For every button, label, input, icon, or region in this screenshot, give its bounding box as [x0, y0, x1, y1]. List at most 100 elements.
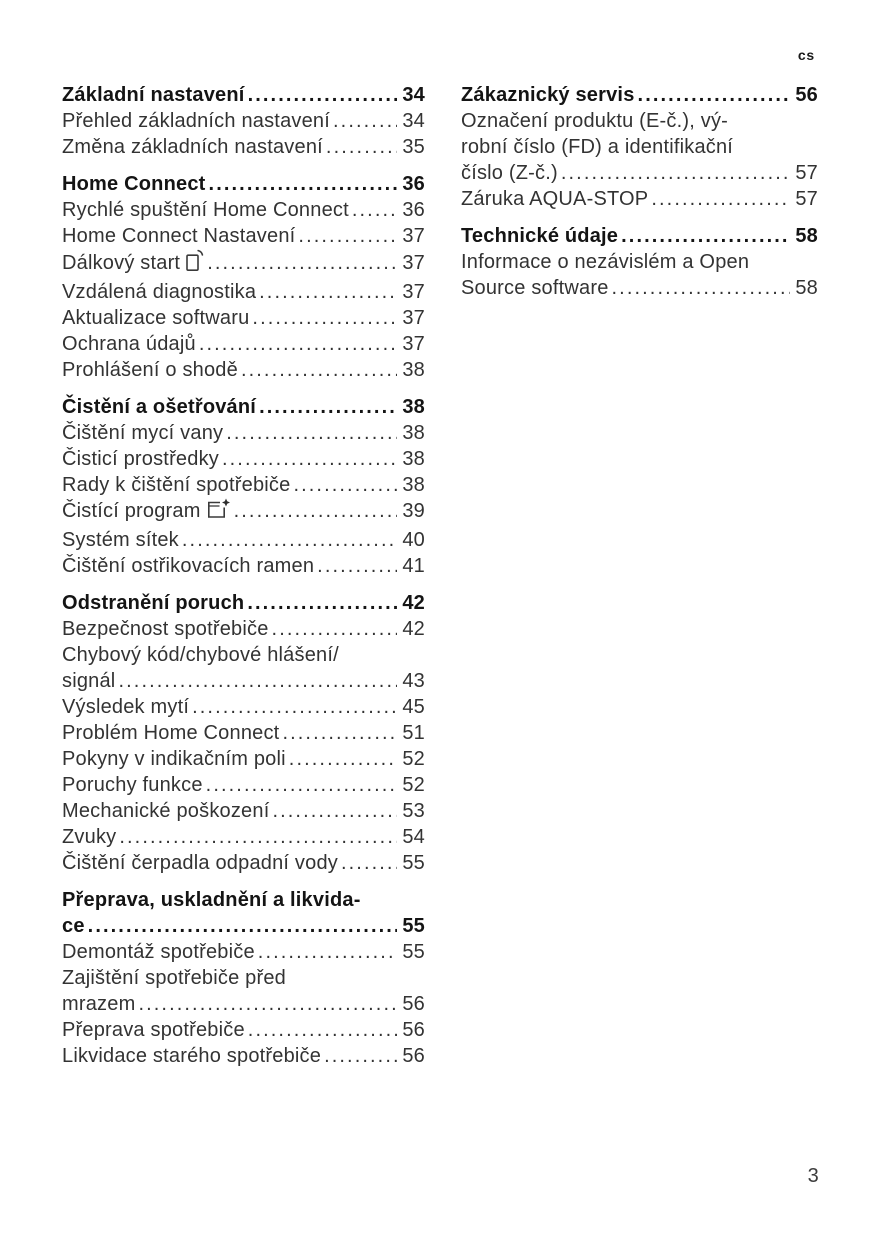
- toc-entry-label: Čisticí prostředky: [62, 448, 219, 470]
- toc-entry-page: 54: [402, 826, 425, 848]
- dot-leader: [272, 798, 397, 824]
- toc-entry-page: 37: [402, 225, 425, 247]
- toc-entry: číslo (Z-č.) 57: [461, 160, 818, 186]
- toc-entry: Prohlášení o shodě 38: [62, 357, 425, 383]
- toc-entry-label: Likvidace starého spotřebiče: [62, 1045, 322, 1067]
- toc-entry-page: 40: [402, 529, 425, 551]
- toc-heading-page: 34: [402, 84, 425, 106]
- toc-heading: Čistění a ošetřování 38: [62, 394, 425, 420]
- remote-start-icon: [186, 249, 204, 279]
- dot-leader: [326, 134, 397, 160]
- toc-entry: mrazem 56: [62, 991, 425, 1017]
- toc-section-zakaznicky-servis: Zákaznický servis 56 Označení produktu (…: [461, 82, 818, 212]
- toc-entry-line: robní číslo (FD) a identifikační: [461, 136, 734, 158]
- dot-leader: [612, 275, 791, 301]
- toc-entry-label: mrazem: [62, 993, 136, 1015]
- toc-heading-line: Přeprava, uskladnění a likvida-: [62, 889, 361, 911]
- toc-entry: Změna základních nastavení 35: [62, 134, 425, 160]
- toc-entry-multiline: Chybový kód/chybové hlášení/ signál 43: [62, 642, 425, 694]
- toc-entry-label: Záruka AQUA-STOP: [461, 188, 649, 210]
- toc-entry: Systém sítek 40: [62, 527, 425, 553]
- dot-leader: [207, 250, 397, 276]
- clean-program-icon: [207, 498, 231, 527]
- toc-section-technicke-udaje: Technické údaje 58 Informace o nezávislé…: [461, 223, 818, 301]
- toc-heading-page: 36: [402, 173, 425, 195]
- toc-entry-label: Čištění mycí vany: [62, 422, 224, 444]
- toc-heading-page: 56: [795, 84, 818, 106]
- toc-entry: Čištění ostřikovacích ramen 41: [62, 553, 425, 579]
- toc-entry-page: 58: [795, 277, 818, 299]
- dot-leader: [561, 160, 791, 186]
- toc-heading-label: ce: [62, 915, 85, 937]
- dot-leader: [192, 694, 397, 720]
- toc-entry-page: 52: [402, 748, 425, 770]
- toc-heading-label: Home Connect: [62, 173, 206, 195]
- toc-entry: Mechanické poškození 53: [62, 798, 425, 824]
- dot-leader: [119, 824, 397, 850]
- dot-leader: [88, 913, 398, 939]
- dot-leader: [341, 850, 397, 876]
- toc-entry-label: číslo (Z-č.): [461, 162, 558, 184]
- toc-entry-page: 41: [402, 555, 425, 577]
- toc-entry-multiline: Informace o nezávislém a Open Source sof…: [461, 249, 818, 301]
- toc-entry: Přeprava spotřebiče 56: [62, 1017, 425, 1043]
- toc-entry-page: 39: [402, 500, 425, 522]
- toc-entry-label: Dálkový start: [62, 249, 204, 279]
- toc-entry-label: Problém Home Connect: [62, 722, 280, 744]
- toc-entry-label: Demontáž spotřebiče: [62, 941, 255, 963]
- toc-entry: Čisticí prostředky 38: [62, 446, 425, 472]
- dot-leader: [248, 1017, 398, 1043]
- toc-entry-page: 42: [402, 618, 425, 640]
- toc-entry-label: signál: [62, 670, 116, 692]
- toc-entry-label: Rychlé spuštění Home Connect: [62, 199, 349, 221]
- toc-entry-page: 56: [402, 1019, 425, 1041]
- toc-entry-page: 57: [795, 162, 818, 184]
- toc-section-cisteni-a-osetrovani: Čistění a ošetřování 38 Čištění mycí van…: [62, 394, 425, 579]
- toc-entry: Source software 58: [461, 275, 818, 301]
- toc-entry-page: 45: [402, 696, 425, 718]
- toc-entry-line: Chybový kód/chybové hlášení/: [62, 644, 339, 666]
- toc-heading: Zákaznický servis 56: [461, 82, 818, 108]
- toc-entry-line: Informace o nezávislém a Open: [461, 251, 750, 273]
- toc-entry: Demontáž spotřebiče 55: [62, 939, 425, 965]
- toc-entry-page: 55: [402, 941, 425, 963]
- toc-entry: Vzdálená diagnostika 37: [62, 279, 425, 305]
- dot-leader: [206, 772, 398, 798]
- dot-leader: [259, 279, 397, 305]
- toc-heading-page: 42: [402, 592, 425, 614]
- toc-entry-page: 36: [402, 199, 425, 221]
- toc-entry-label: Prohlášení o shodě: [62, 359, 238, 381]
- toc-entry-label: Změna základních nastavení: [62, 136, 323, 158]
- toc-entry-label: Poruchy funkce: [62, 774, 203, 796]
- toc-entry-multiline: Označení produktu (E-č.), vý- robní čísl…: [461, 108, 818, 186]
- dot-leader: [234, 498, 398, 524]
- toc-column-right: cs Zákaznický servis 56 Označení produkt…: [461, 46, 818, 301]
- toc-entry-page: 38: [402, 474, 425, 496]
- toc-entry-page: 38: [402, 448, 425, 470]
- dot-leader: [259, 394, 397, 420]
- toc-entry: signál 43: [62, 668, 425, 694]
- toc-entry-label: Přehled základních nastavení: [62, 110, 330, 132]
- toc-heading: Základní nastavení 34: [62, 82, 425, 108]
- dot-leader: [209, 171, 398, 197]
- toc-column-left: Základní nastavení 34 Přehled základních…: [62, 82, 425, 1069]
- dot-leader: [222, 446, 397, 472]
- toc-entry-label: Zvuky: [62, 826, 117, 848]
- toc-entry-line: Zajištění spotřebiče před: [62, 967, 287, 989]
- toc-entry-label: Bezpečnost spotřebiče: [62, 618, 269, 640]
- toc-entry-page: 37: [402, 307, 425, 329]
- toc-entry-page: 55: [402, 852, 425, 874]
- toc-heading-page: 38: [402, 396, 425, 418]
- toc-entry: Čištění mycí vany 38: [62, 420, 425, 446]
- toc-entry: Problém Home Connect 51: [62, 720, 425, 746]
- toc-entry: Aktualizace softwaru 37: [62, 305, 425, 331]
- toc-entry-label: Čištění čerpadla odpadní vody: [62, 852, 338, 874]
- toc-entry-page: 34: [402, 110, 425, 132]
- toc-entry-page: 37: [402, 333, 425, 355]
- toc-entry-text: Čistící program: [62, 500, 201, 522]
- toc-section-home-connect: Home Connect 36 Rychlé spuštění Home Con…: [62, 171, 425, 383]
- dot-leader: [248, 82, 398, 108]
- toc-entry: Pokyny v indikačním poli 52: [62, 746, 425, 772]
- toc-heading-page: 58: [795, 225, 818, 247]
- dot-leader: [352, 197, 397, 223]
